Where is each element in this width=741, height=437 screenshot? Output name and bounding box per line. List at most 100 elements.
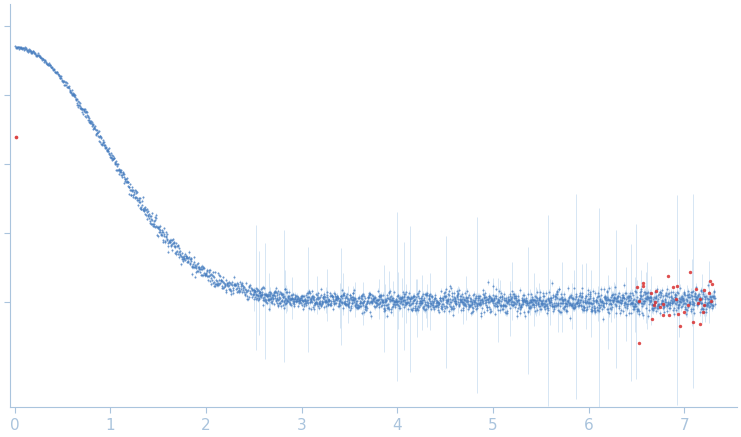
Point bbox=[651, 287, 662, 294]
Point bbox=[652, 300, 664, 307]
Point bbox=[688, 301, 700, 308]
Point bbox=[570, 293, 582, 300]
Point bbox=[337, 305, 349, 312]
Point bbox=[12, 44, 24, 51]
Point bbox=[359, 306, 371, 313]
Point bbox=[202, 268, 214, 275]
Point bbox=[329, 290, 341, 297]
Point bbox=[377, 299, 389, 306]
Point bbox=[645, 294, 657, 301]
Point bbox=[160, 234, 172, 241]
Point bbox=[645, 294, 657, 301]
Point bbox=[54, 74, 66, 81]
Point bbox=[71, 101, 83, 108]
Point bbox=[597, 298, 608, 305]
Point bbox=[416, 296, 428, 303]
Point bbox=[519, 298, 531, 305]
Point bbox=[445, 305, 456, 312]
Point bbox=[554, 309, 566, 316]
Point bbox=[270, 291, 282, 298]
Point bbox=[668, 294, 680, 301]
Point bbox=[573, 299, 585, 306]
Point bbox=[212, 282, 224, 289]
Point bbox=[336, 287, 348, 294]
Point bbox=[257, 301, 269, 308]
Point bbox=[517, 298, 529, 305]
Point bbox=[697, 300, 708, 307]
Point bbox=[290, 293, 302, 300]
Point bbox=[659, 302, 671, 309]
Point bbox=[385, 309, 396, 316]
Point bbox=[247, 287, 259, 294]
Point bbox=[519, 298, 531, 305]
Point bbox=[319, 297, 331, 304]
Point bbox=[127, 186, 139, 193]
Point bbox=[220, 288, 232, 295]
Point bbox=[245, 290, 257, 297]
Point bbox=[510, 292, 522, 299]
Point bbox=[426, 294, 438, 301]
Point bbox=[431, 302, 442, 309]
Point bbox=[315, 302, 327, 309]
Point bbox=[400, 300, 412, 307]
Point bbox=[275, 303, 287, 310]
Point bbox=[637, 298, 649, 305]
Point bbox=[676, 302, 688, 309]
Point bbox=[285, 295, 296, 302]
Point bbox=[511, 298, 523, 305]
Point bbox=[692, 300, 704, 307]
Point bbox=[86, 122, 98, 129]
Point bbox=[700, 309, 711, 316]
Point bbox=[319, 298, 330, 305]
Point bbox=[59, 79, 70, 86]
Point bbox=[375, 302, 387, 309]
Point bbox=[146, 216, 158, 223]
Point bbox=[393, 295, 405, 302]
Point bbox=[76, 106, 87, 113]
Point bbox=[482, 279, 494, 286]
Point bbox=[708, 295, 720, 302]
Point bbox=[226, 279, 238, 286]
Point bbox=[553, 300, 565, 307]
Point bbox=[88, 123, 100, 130]
Point bbox=[509, 293, 521, 300]
Point bbox=[399, 292, 411, 299]
Point bbox=[86, 121, 98, 128]
Point bbox=[495, 297, 507, 304]
Point bbox=[171, 248, 183, 255]
Point bbox=[459, 301, 471, 308]
Point bbox=[530, 302, 542, 309]
Point bbox=[515, 302, 527, 309]
Point bbox=[558, 291, 570, 298]
Point bbox=[432, 299, 444, 306]
Point bbox=[403, 289, 415, 296]
Point bbox=[44, 61, 56, 68]
Point bbox=[183, 249, 195, 256]
Point bbox=[294, 297, 306, 304]
Point bbox=[665, 293, 677, 300]
Point bbox=[207, 274, 219, 281]
Point bbox=[562, 295, 574, 302]
Point bbox=[690, 293, 702, 300]
Point bbox=[475, 301, 487, 308]
Point bbox=[133, 199, 145, 206]
Point bbox=[677, 289, 689, 296]
Point bbox=[357, 298, 369, 305]
Point bbox=[139, 205, 150, 212]
Point bbox=[259, 298, 271, 305]
Point bbox=[270, 296, 282, 303]
Point bbox=[411, 305, 423, 312]
Point bbox=[402, 295, 413, 302]
Point bbox=[416, 304, 428, 311]
Point bbox=[522, 307, 534, 314]
Point bbox=[299, 296, 311, 303]
Point bbox=[595, 298, 607, 305]
Point bbox=[566, 302, 578, 309]
Point bbox=[409, 306, 421, 313]
Point bbox=[322, 295, 334, 302]
Point bbox=[230, 286, 242, 293]
Point bbox=[535, 299, 547, 306]
Point bbox=[279, 285, 291, 292]
Point bbox=[451, 301, 462, 308]
Point bbox=[484, 298, 496, 305]
